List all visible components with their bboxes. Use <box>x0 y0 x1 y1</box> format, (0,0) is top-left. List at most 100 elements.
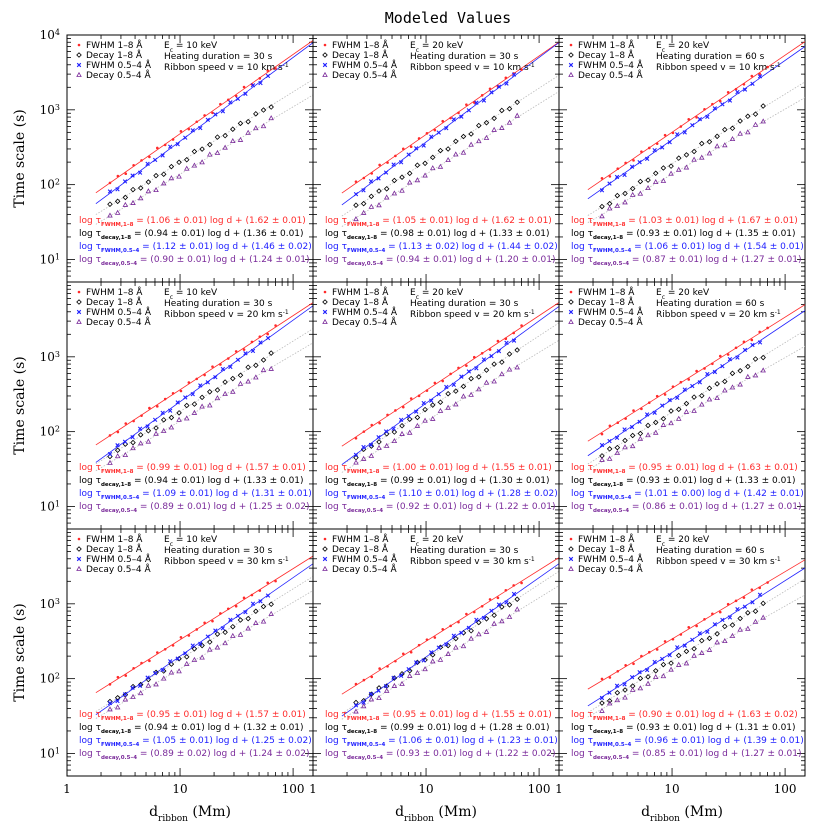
data-point-3 <box>368 203 375 209</box>
legend-marker <box>568 62 574 68</box>
data-point-3 <box>260 618 267 624</box>
data-point-1 <box>422 406 428 413</box>
data-point-0 <box>394 409 397 412</box>
data-point-2 <box>160 153 165 158</box>
legend-label: Decay 1–8 Å <box>332 543 389 555</box>
data-point-3 <box>660 673 667 679</box>
data-point-2 <box>474 100 479 105</box>
data-point-3 <box>714 394 720 401</box>
data-point-3 <box>483 134 490 140</box>
data-point-1 <box>491 361 497 367</box>
data-point-2 <box>429 134 434 139</box>
data-point-2 <box>742 604 748 609</box>
data-point-0 <box>417 137 421 140</box>
data-point-0 <box>465 612 468 616</box>
legend-marker <box>322 62 328 68</box>
fit-line-2 <box>95 305 313 463</box>
data-point-3 <box>376 694 382 701</box>
data-point-2 <box>122 179 128 184</box>
data-point-3 <box>476 386 482 392</box>
data-point-1 <box>760 103 766 109</box>
data-point-3 <box>706 150 713 156</box>
data-point-2 <box>727 357 733 362</box>
legend-label: Decay 0.5–4 Å <box>332 316 398 328</box>
data-point-3 <box>445 156 451 163</box>
x-tick-label: 1 <box>63 782 71 796</box>
data-point-0 <box>624 663 627 667</box>
data-point-1 <box>675 652 682 659</box>
data-point-3 <box>137 690 144 696</box>
data-point-0 <box>401 405 405 409</box>
data-point-0 <box>726 91 730 94</box>
data-point-2 <box>451 117 456 122</box>
data-point-3 <box>599 213 605 219</box>
x-axis-label: dribbon (Mm) <box>149 804 231 824</box>
data-point-0 <box>663 133 667 137</box>
data-point-0 <box>195 120 199 124</box>
data-point-0 <box>195 377 199 381</box>
x-axis-label: dribbon (Mm) <box>395 804 477 824</box>
data-point-2 <box>137 170 143 175</box>
data-point-2 <box>130 173 135 178</box>
data-point-0 <box>758 586 761 590</box>
data-point-2 <box>115 187 120 192</box>
data-point-1 <box>445 391 451 397</box>
data-point-3 <box>230 388 236 394</box>
data-point-3 <box>491 378 497 384</box>
data-point-2 <box>183 651 188 656</box>
data-point-0 <box>520 68 523 71</box>
data-point-2 <box>250 601 256 606</box>
data-point-0 <box>703 617 706 621</box>
fit-equation-1: log τdecay,1–8 = (0.94 ± 0.01) log d + (… <box>79 229 304 241</box>
data-point-0 <box>394 659 397 663</box>
data-point-3 <box>476 138 482 144</box>
data-point-0 <box>195 628 199 631</box>
data-point-3 <box>752 372 759 378</box>
data-point-3 <box>429 415 436 421</box>
figure-title: Modeled Values <box>385 9 511 27</box>
speed-label: Ribbon speed v = 20 km s-1 <box>164 309 289 321</box>
data-point-3 <box>429 658 436 664</box>
data-point-2 <box>436 645 441 650</box>
data-point-0 <box>695 624 698 628</box>
y-tick-label: 104 <box>40 28 60 43</box>
legend-marker <box>569 537 573 541</box>
data-point-1 <box>622 437 628 444</box>
data-point-0 <box>718 354 722 358</box>
data-point-2 <box>622 682 627 687</box>
data-point-3 <box>514 112 520 118</box>
fit-line-0 <box>95 555 313 694</box>
data-point-3 <box>353 708 359 714</box>
fit-equation-0: log τFWHM,1–8 = (1.05 ± 0.01) log d + (1… <box>325 216 552 228</box>
fit-line-2 <box>587 310 805 457</box>
data-point-0 <box>116 430 120 434</box>
data-point-1 <box>483 119 490 126</box>
data-point-0 <box>266 332 269 336</box>
data-point-3 <box>383 194 390 200</box>
data-point-0 <box>108 434 112 437</box>
data-point-0 <box>409 650 413 654</box>
data-point-0 <box>679 380 683 384</box>
data-point-3 <box>153 430 159 436</box>
data-point-0 <box>171 391 175 395</box>
data-point-0 <box>457 620 460 624</box>
data-point-3 <box>683 408 690 414</box>
data-point-0 <box>433 128 437 132</box>
data-point-0 <box>417 643 421 647</box>
data-point-0 <box>171 138 175 141</box>
data-point-2 <box>436 130 441 135</box>
data-point-3 <box>406 429 413 435</box>
data-point-2 <box>175 142 180 147</box>
data-point-1 <box>691 646 697 652</box>
data-point-0 <box>163 143 167 147</box>
fit-line-0 <box>587 559 805 690</box>
data-point-3 <box>499 371 505 377</box>
data-point-3 <box>199 403 205 409</box>
data-point-3 <box>714 143 720 149</box>
legend-marker <box>76 546 82 552</box>
energy-label: Ec = 10 keV <box>164 41 218 54</box>
